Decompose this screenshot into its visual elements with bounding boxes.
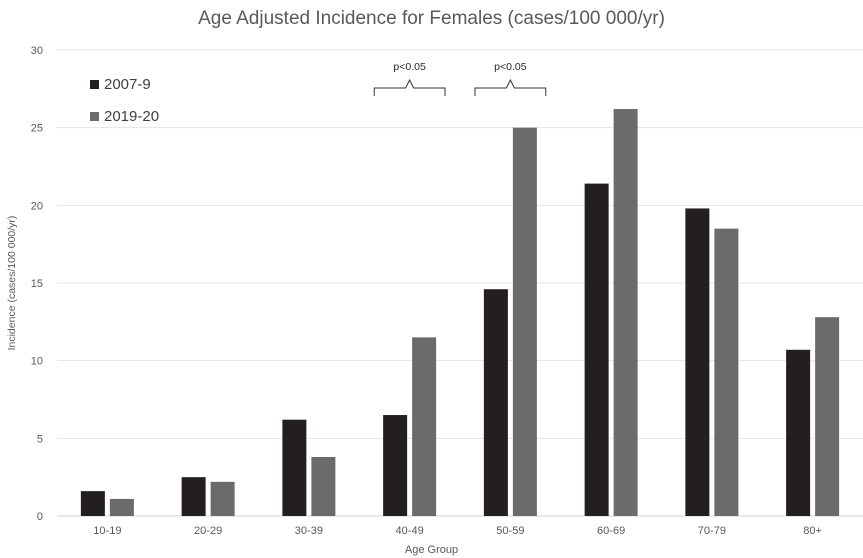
bar	[210, 481, 235, 516]
x-tick-label: 30-39	[295, 525, 323, 537]
y-tick-label: 20	[31, 200, 43, 212]
bar	[714, 228, 739, 516]
bar	[412, 337, 437, 516]
bar	[584, 183, 609, 516]
legend-item-series-1: 2007-9	[90, 68, 159, 100]
y-tick-label: 15	[31, 278, 43, 290]
bar	[815, 317, 840, 516]
x-tick-label: 20-29	[194, 525, 222, 537]
significance-brace	[474, 78, 547, 96]
x-tick-label: 10-19	[93, 525, 121, 537]
y-tick-label: 5	[37, 433, 43, 445]
y-tick-label: 30	[31, 45, 43, 57]
legend-label-series-1: 2007-9	[104, 75, 151, 93]
legend-swatch-series-1	[90, 79, 99, 89]
annotation-pvalue-2: p<0.05	[494, 61, 527, 73]
annotation-pvalue-1: p<0.05	[393, 61, 426, 73]
bar	[685, 208, 710, 516]
bar	[383, 415, 408, 516]
bar	[181, 477, 206, 516]
x-tick-label: 40-49	[396, 525, 424, 537]
bar	[80, 491, 105, 516]
bar	[613, 109, 638, 516]
bar	[109, 498, 134, 516]
legend-swatch-series-2	[90, 111, 99, 121]
legend-item-series-2: 2019-20	[90, 100, 159, 132]
chart-title: Age Adjusted Incidence for Females (case…	[198, 8, 665, 29]
bar	[282, 419, 307, 516]
legend-label-series-2: 2019-20	[104, 107, 160, 125]
bar	[483, 289, 508, 516]
x-tick-label: 80+	[803, 525, 822, 537]
legend: 2007-9 2019-20	[90, 68, 159, 132]
x-axis-label: Age Group	[404, 544, 459, 556]
x-tick-label: 50-59	[496, 525, 524, 537]
y-tick-label: 10	[31, 356, 43, 368]
y-tick-label: 25	[31, 123, 43, 135]
bar	[786, 349, 811, 516]
bar	[512, 127, 537, 517]
x-tick-label: 70-79	[698, 525, 726, 537]
bar	[311, 456, 336, 516]
x-tick-label: 60-69	[597, 525, 625, 537]
significance-brace	[373, 78, 446, 96]
y-axis-label: Incidence (cases/100 000/yr)	[6, 215, 18, 351]
y-tick-label: 0	[37, 511, 43, 523]
